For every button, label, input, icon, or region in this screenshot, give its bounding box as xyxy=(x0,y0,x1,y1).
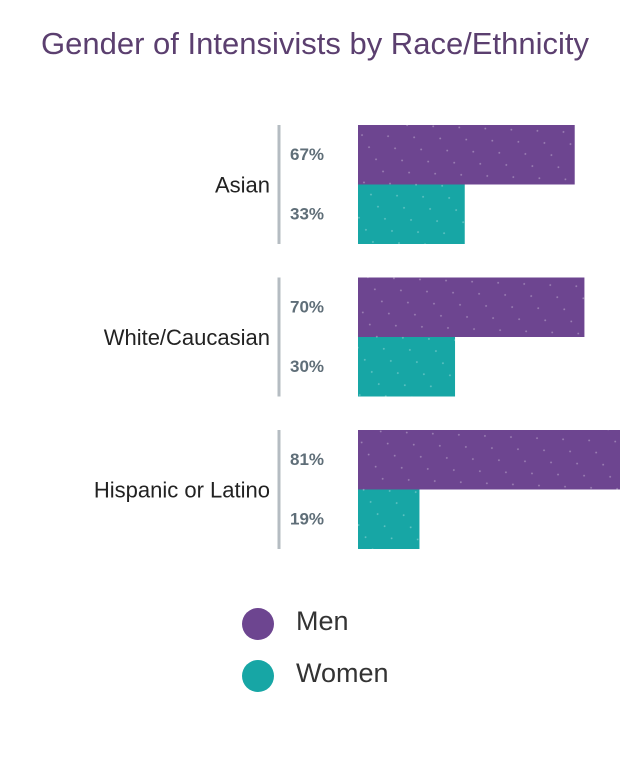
bar-texture xyxy=(358,277,585,337)
value-label: 81% xyxy=(290,450,324,469)
bar-texture xyxy=(358,337,456,397)
bar-texture xyxy=(358,430,620,490)
chart-title: Gender of Intensivists by Race/Ethnicity xyxy=(41,26,589,61)
category-label: Hispanic or Latino xyxy=(94,477,270,502)
value-label: 67% xyxy=(290,145,324,164)
bar-texture xyxy=(358,184,465,244)
value-label: 33% xyxy=(290,205,324,224)
legend-swatch xyxy=(242,660,274,692)
legend-swatch xyxy=(242,608,274,640)
bar-texture xyxy=(358,489,420,549)
category-label: White/Caucasian xyxy=(104,325,270,350)
value-label: 19% xyxy=(290,510,324,529)
category-label: Asian xyxy=(215,172,270,197)
bar-texture xyxy=(358,125,575,185)
value-label: 70% xyxy=(290,298,324,317)
legend-label: Women xyxy=(296,658,389,688)
legend-label: Men xyxy=(296,606,349,636)
value-label: 30% xyxy=(290,357,324,376)
